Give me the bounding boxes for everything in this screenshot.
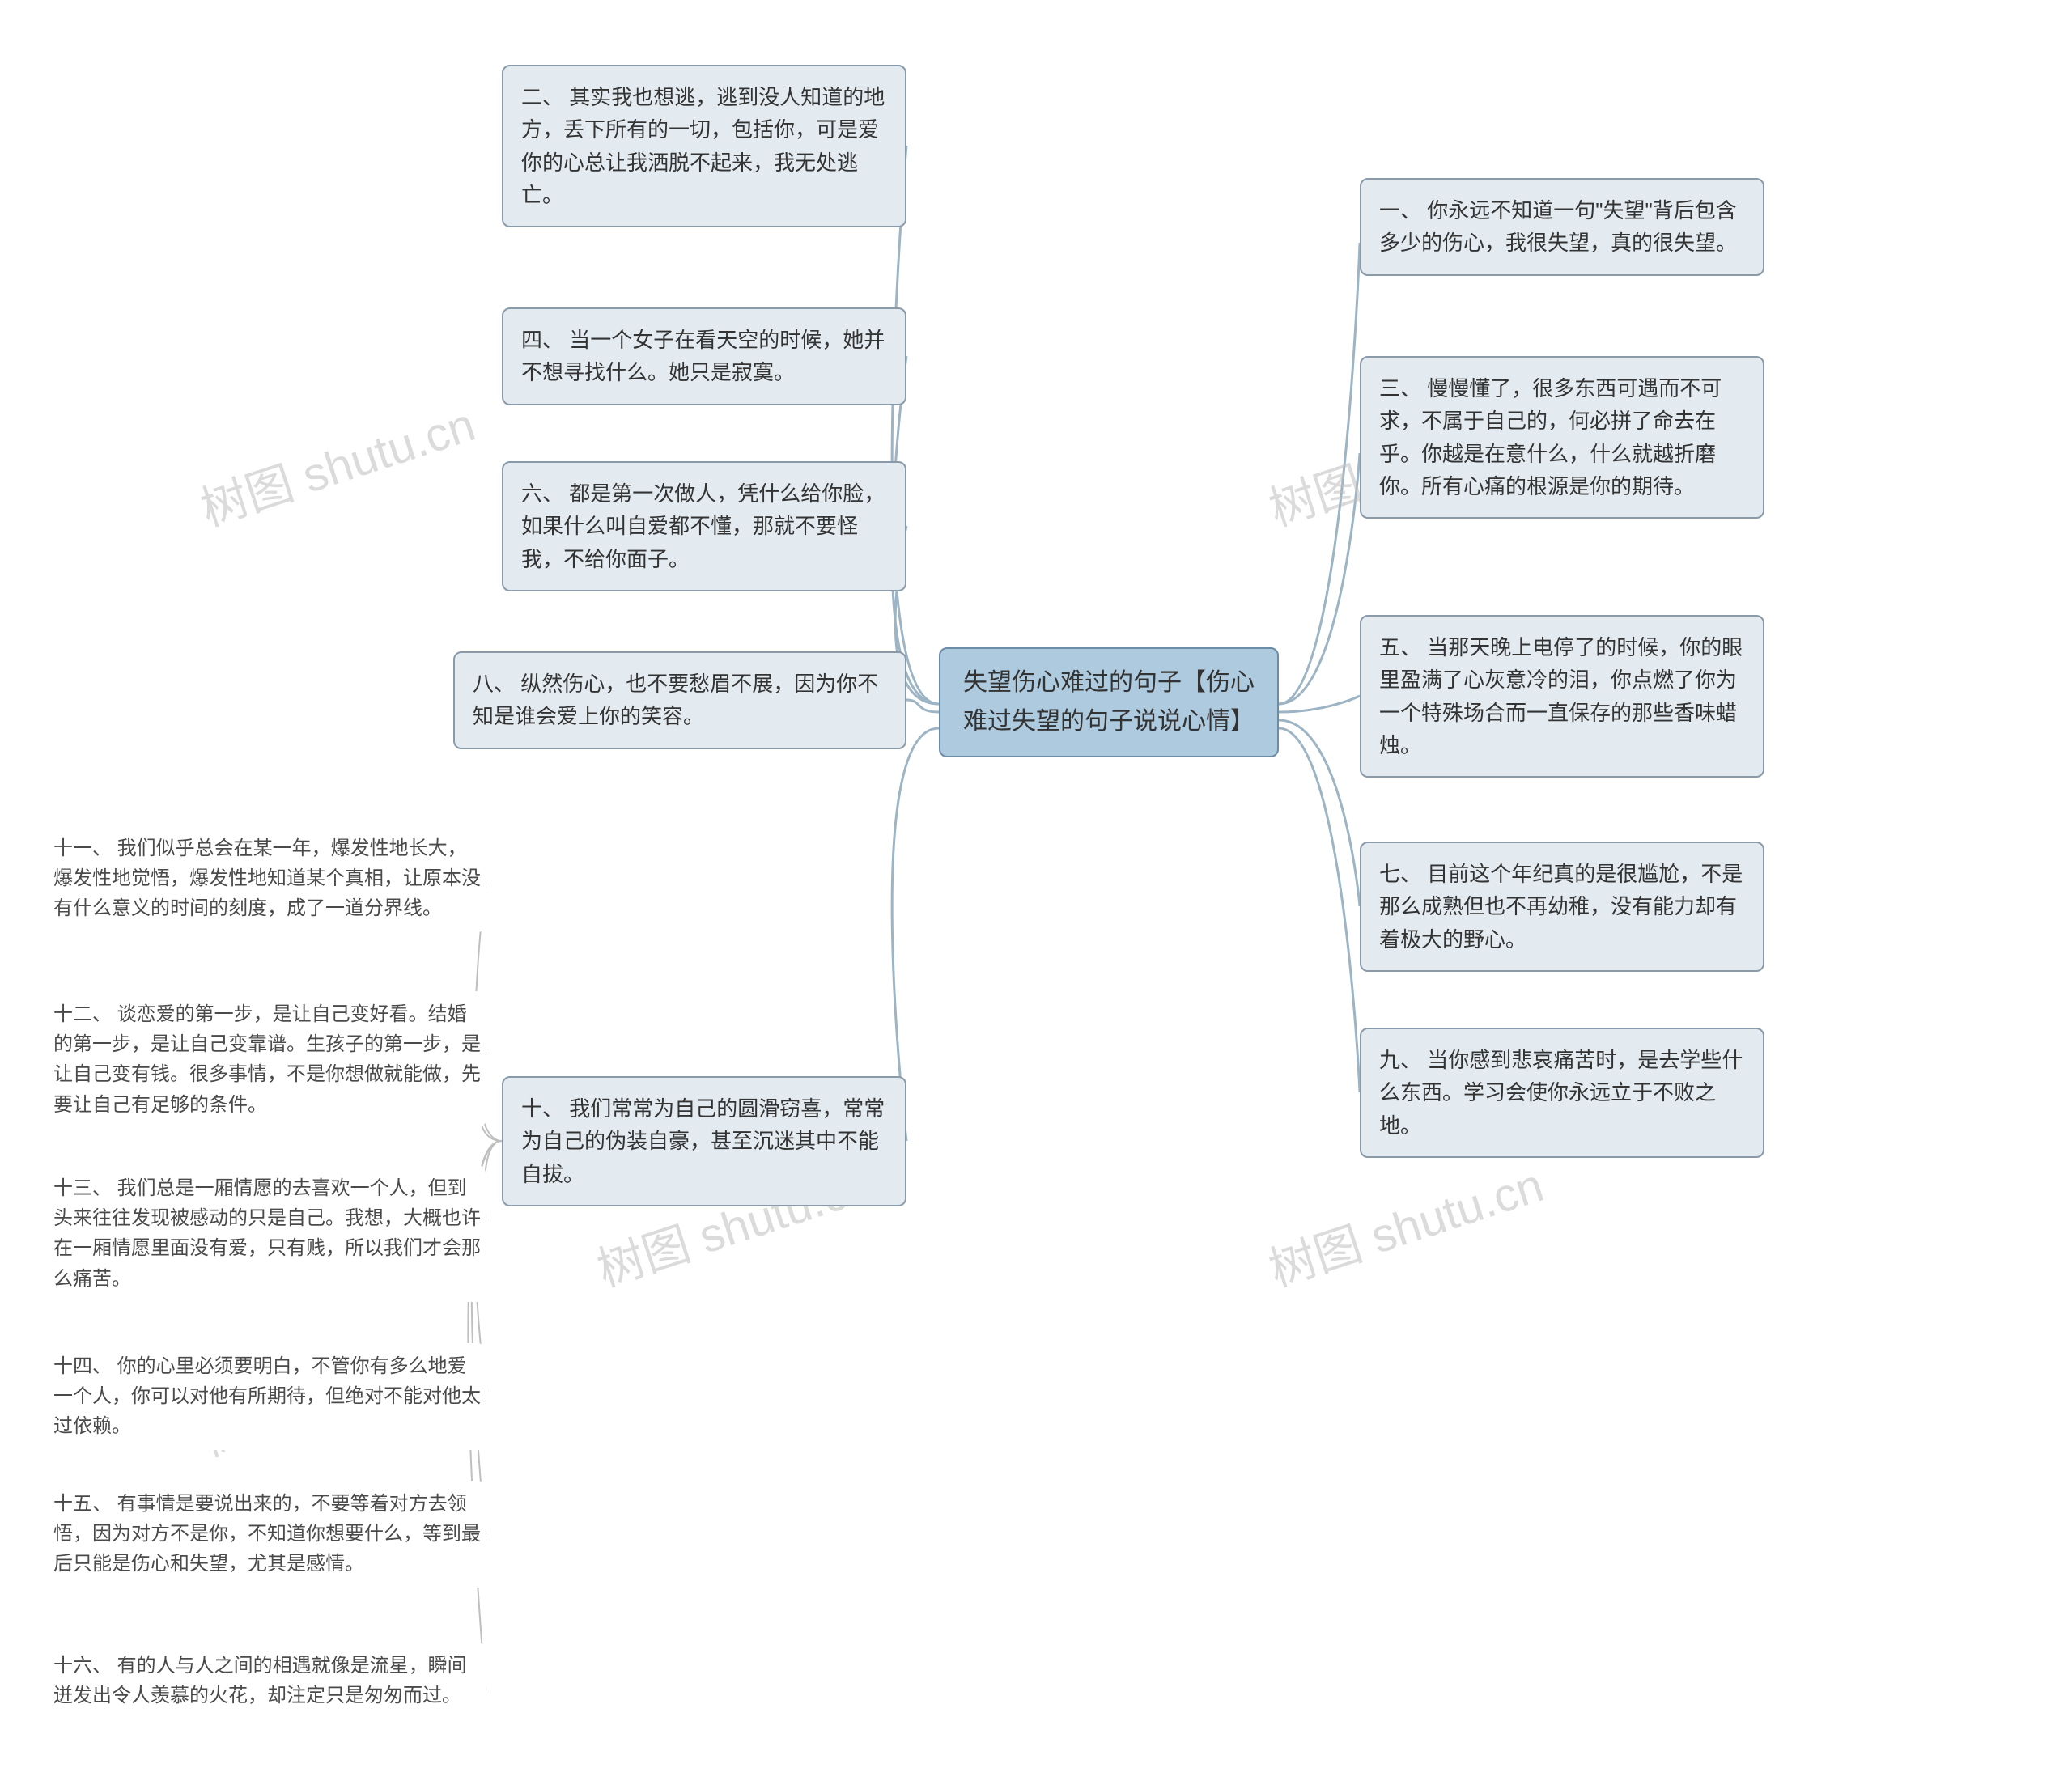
branch-node-7[interactable]: 七、 目前这个年纪真的是很尴尬，不是那么成熟但也不再幼稚，没有能力却有着极大的野…	[1360, 842, 1764, 972]
watermark: 树图 shutu.cn	[1259, 1147, 1551, 1300]
branch-node-3[interactable]: 三、 慢慢懂了，很多东西可遇而不可求，不属于自己的，何必拼了命去在乎。你越是在意…	[1360, 356, 1764, 519]
branch-node-1[interactable]: 一、 你永远不知道一句"失望"背后包含多少的伤心，我很失望，真的很失望。	[1360, 178, 1764, 276]
root-node[interactable]: 失望伤心难过的句子【伤心难过失望的句子说说心情】	[939, 647, 1279, 757]
branch-node-6[interactable]: 六、 都是第一次做人，凭什么给你脸，如果什么叫自爱都不懂，那就不要怪我，不给你面…	[502, 461, 906, 591]
branch-node-9[interactable]: 九、 当你感到悲哀痛苦时，是去学些什么东西。学习会使你永远立于不败之地。	[1360, 1028, 1764, 1158]
leaf-node-13[interactable]: 十三、 我们总是一厢情愿的去喜欢一个人，但到头来往往发现被感动的只是自己。我想，…	[49, 1165, 486, 1302]
branch-node-2[interactable]: 二、 其实我也想逃，逃到没人知道的地方，丢下所有的一切，包括你，可是爱你的心总让…	[502, 65, 906, 227]
watermark: 树图 shutu.cn	[191, 387, 482, 539]
branch-node-5[interactable]: 五、 当那天晚上电停了的时候，你的眼里盈满了心灰意冷的泪，你点燃了你为一个特殊场…	[1360, 615, 1764, 778]
leaf-node-15[interactable]: 十五、 有事情是要说出来的，不要等着对方去领悟，因为对方不是你，不知道你想要什么…	[49, 1481, 486, 1588]
leaf-node-12[interactable]: 十二、 谈恋爱的第一步，是让自己变好看。结婚的第一步，是让自己变靠谱。生孩子的第…	[49, 991, 486, 1128]
leaf-node-11[interactable]: 十一、 我们似乎总会在某一年，爆发性地长大，爆发性地觉悟，爆发性地知道某个真相，…	[49, 825, 486, 932]
branch-node-10[interactable]: 十、 我们常常为自己的圆滑窃喜，常常为自己的伪装自豪，甚至沉迷其中不能自拔。	[502, 1076, 906, 1206]
branch-node-8[interactable]: 八、 纵然伤心，也不要愁眉不展，因为你不知是谁会爱上你的笑容。	[453, 651, 906, 749]
leaf-node-16[interactable]: 十六、 有的人与人之间的相遇就像是流星，瞬间迸发出令人羡慕的火花，却注定只是匆匆…	[49, 1643, 486, 1719]
branch-node-4[interactable]: 四、 当一个女子在看天空的时候，她并不想寻找什么。她只是寂寞。	[502, 307, 906, 405]
mindmap-canvas: 树图 shutu.cn 树图 shutu.cn 树图 shutu.cn 树图 s…	[0, 0, 2072, 1768]
leaf-node-14[interactable]: 十四、 你的心里必须要明白，不管你有多么地爱一个人，你可以对他有所期待，但绝对不…	[49, 1343, 486, 1450]
